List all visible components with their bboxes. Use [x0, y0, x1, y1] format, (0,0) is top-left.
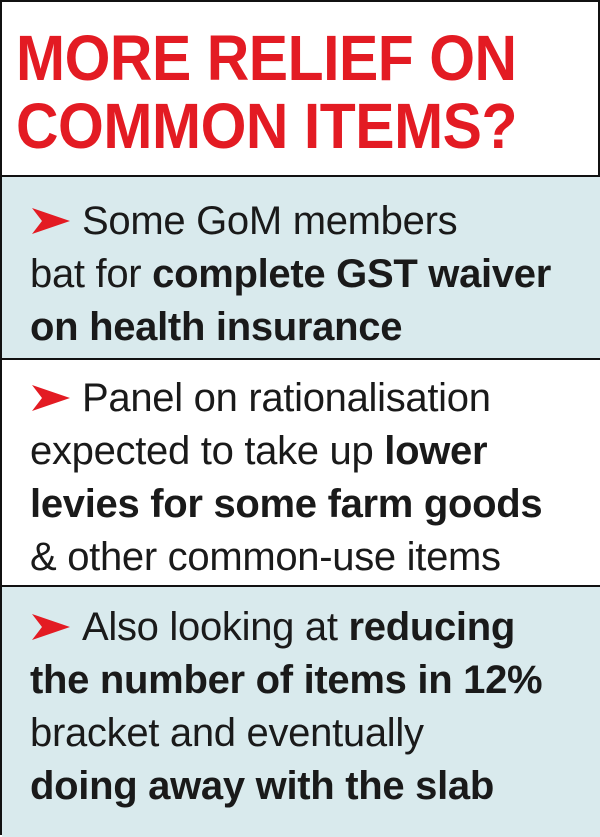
bullet-text: Panel on rationalisation expected to take…: [30, 372, 590, 584]
bold-text-run: the number of items in 12%: [30, 658, 543, 702]
headline-line-1: MORE RELIEF ON: [16, 22, 517, 94]
bullet-panel-3: Also looking at reducing the number of it…: [2, 585, 600, 837]
red-arrowhead-icon: [32, 614, 70, 640]
bullet-text: Also looking at reducing the number of it…: [30, 601, 590, 813]
red-arrowhead-icon: [32, 208, 70, 234]
headline: MORE RELIEF ON COMMON ITEMS?: [16, 24, 550, 160]
bold-text-run: on health insurance: [30, 305, 403, 349]
headline-line-2: COMMON ITEMS?: [16, 90, 517, 162]
red-arrowhead-icon: [32, 385, 70, 411]
text-run: Some GoM members: [82, 199, 458, 243]
bullet-text: Some GoM members bat for complete GST wai…: [30, 195, 590, 354]
text-run: Panel on rationalisation: [82, 376, 491, 420]
text-run: bat for: [30, 252, 153, 296]
bold-text-run: reducing: [348, 605, 515, 649]
text-run: expected to take up: [30, 429, 385, 473]
text-run: bracket and eventually: [30, 711, 424, 755]
bullet-panel-2: Panel on rationalisation expected to take…: [2, 358, 600, 585]
bold-text-run: levies for some farm goods: [30, 482, 543, 526]
bold-text-run: doing away with the slab: [30, 764, 494, 808]
bold-text-run: lower: [384, 429, 488, 473]
bullet-panel-1: Some GoM members bat for complete GST wai…: [2, 175, 600, 358]
text-run: Also looking at: [82, 605, 349, 649]
bold-text-run: complete GST waiver: [152, 252, 552, 296]
text-run: & other common-use items: [30, 535, 501, 579]
